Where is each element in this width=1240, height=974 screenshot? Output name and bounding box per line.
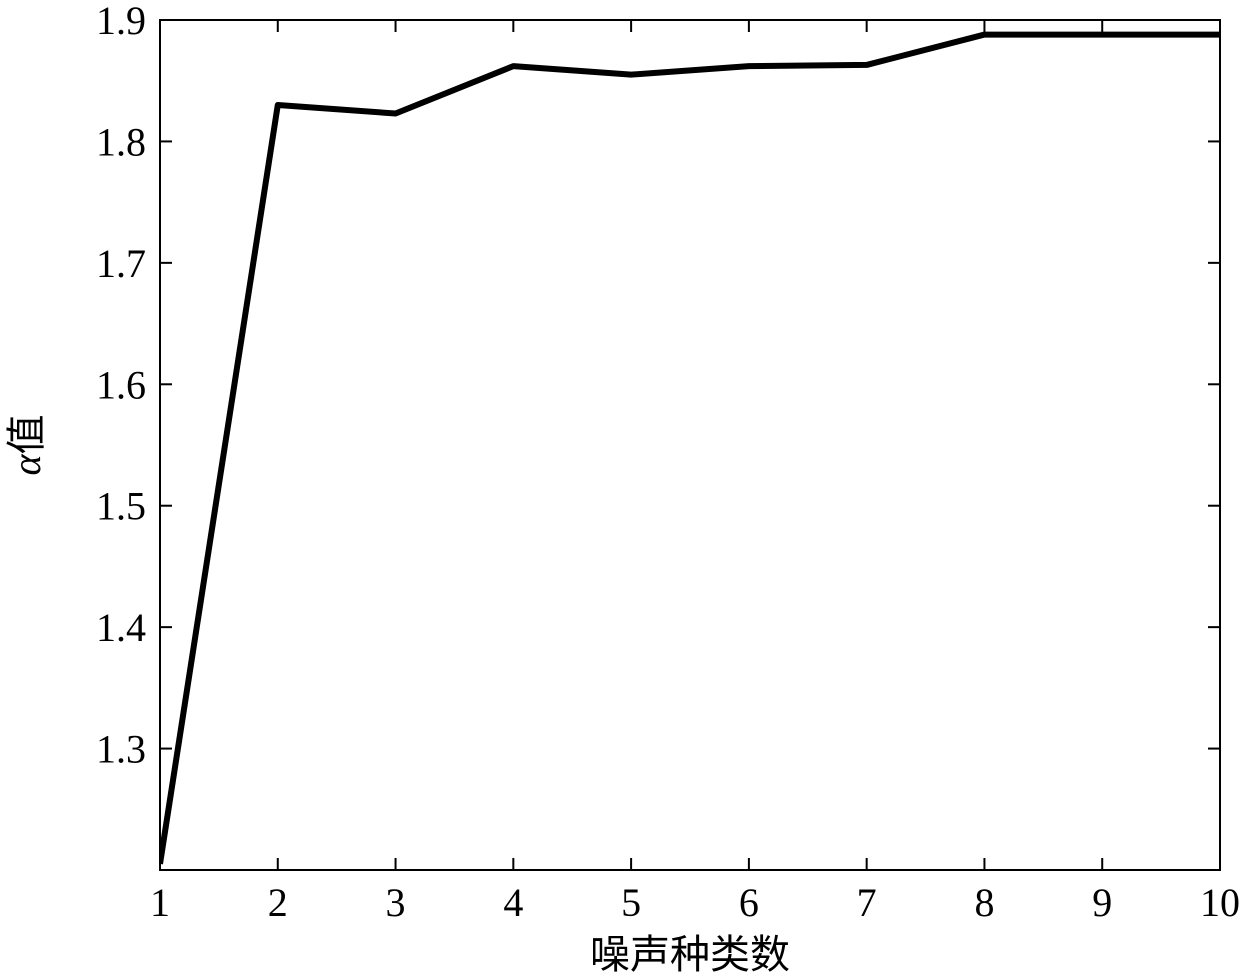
y-tick-label: 1.8 bbox=[96, 119, 146, 164]
x-tick-label: 8 bbox=[974, 880, 994, 925]
x-tick-label: 2 bbox=[268, 880, 288, 925]
x-tick-label: 5 bbox=[621, 880, 641, 925]
y-tick-label: 1.4 bbox=[96, 605, 146, 650]
x-tick-label: 4 bbox=[503, 880, 523, 925]
line-chart: 1 2 3 4 5 6 7 8 9 10 1.3 1.4 1.5 1.6 1.7 1.8 1.9 噪声种类数 α值 bbox=[0, 0, 1240, 974]
x-tick-label: 6 bbox=[739, 880, 759, 925]
x-tick-label: 10 bbox=[1200, 880, 1240, 925]
y-tick-label: 1.3 bbox=[96, 727, 146, 772]
x-tick-label: 3 bbox=[386, 880, 406, 925]
chart-background bbox=[0, 0, 1240, 974]
x-tick-label: 9 bbox=[1092, 880, 1112, 925]
y-tick-label: 1.5 bbox=[96, 484, 146, 529]
y-tick-label: 1.9 bbox=[96, 0, 146, 43]
x-tick-label: 7 bbox=[857, 880, 877, 925]
chart-container: 1 2 3 4 5 6 7 8 9 10 1.3 1.4 1.5 1.6 1.7 1.8 1.9 噪声种类数 α值 bbox=[0, 0, 1240, 974]
x-tick-label: 1 bbox=[150, 880, 170, 925]
x-axis-label: 噪声种类数 bbox=[590, 932, 790, 974]
y-axis-label: α值 bbox=[4, 415, 49, 476]
y-tick-label: 1.7 bbox=[96, 241, 146, 286]
y-tick-label: 1.6 bbox=[96, 362, 146, 407]
